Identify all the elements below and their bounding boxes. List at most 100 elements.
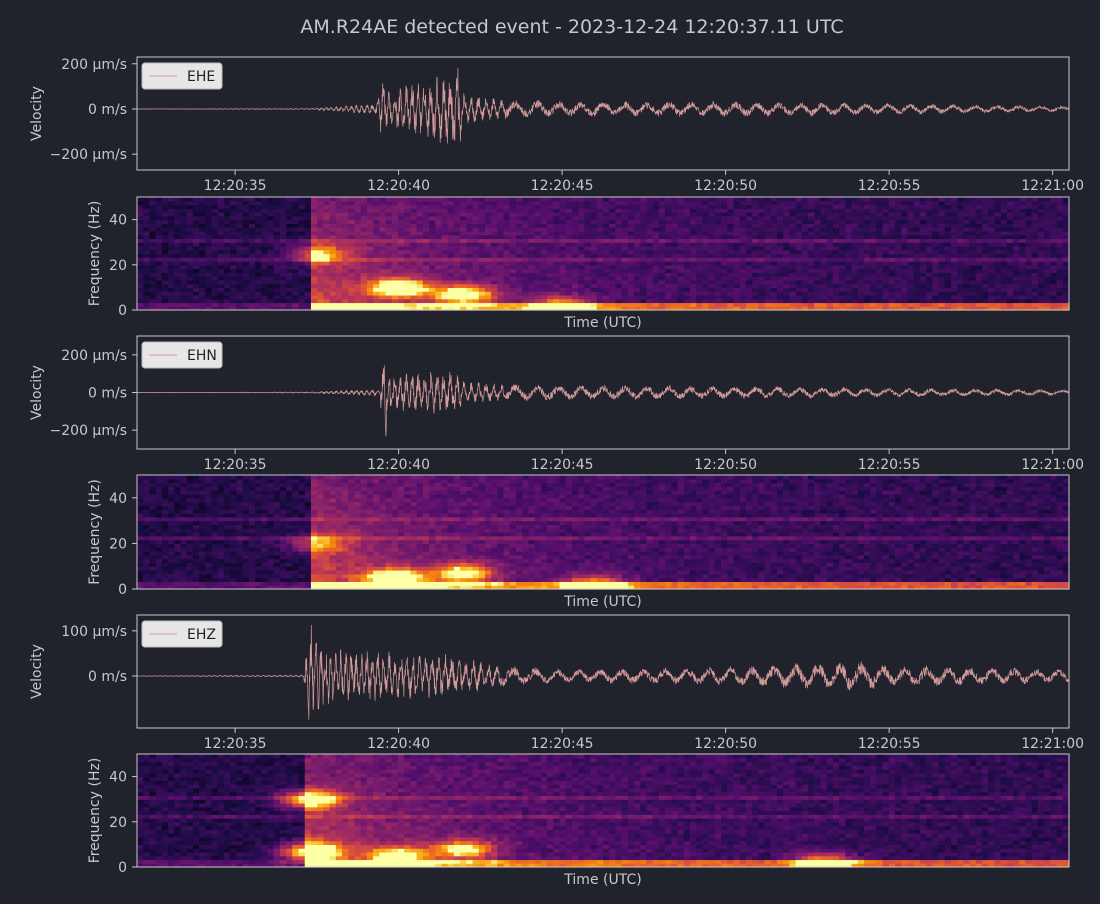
spectrogram-cell <box>578 220 585 224</box>
spectrogram-cell <box>348 201 355 205</box>
spectrogram-cell <box>553 242 560 246</box>
spectrogram-cell <box>765 212 772 216</box>
spectrogram-cell <box>292 235 299 239</box>
spectrogram-cell <box>883 287 890 291</box>
spectrogram-cell <box>789 208 796 212</box>
spectrogram-cell <box>386 276 393 280</box>
spectrogram-cell <box>1044 287 1051 291</box>
spectrogram-cell <box>292 272 299 276</box>
spectrogram-cell <box>560 250 567 254</box>
spectrogram-cell <box>746 287 753 291</box>
spectrogram-cell <box>354 216 361 220</box>
spectrogram-cell <box>1019 295 1026 299</box>
spectrogram-cell <box>572 212 579 216</box>
spectrogram-cell <box>988 272 995 276</box>
spectrogram-cell <box>771 265 778 269</box>
spectrogram-cell <box>528 257 535 261</box>
spectrogram-cell <box>777 212 784 216</box>
spectrogram-cell <box>932 254 939 258</box>
spectrogram-cell <box>684 220 691 224</box>
spectrogram-cell <box>640 231 647 235</box>
spectrogram-cell <box>746 261 753 265</box>
spectrogram-cell <box>945 280 952 284</box>
spectrogram-cell <box>299 238 306 242</box>
spectrogram-cell <box>783 235 790 239</box>
spectrogram-cell <box>180 295 187 299</box>
spectrogram-cell <box>597 250 604 254</box>
spectrogram-cell <box>1019 250 1026 254</box>
spectrogram-cell <box>205 479 212 483</box>
spectrogram-cell <box>497 287 504 291</box>
spectrogram-cell <box>833 287 840 291</box>
spectrogram-cell <box>373 250 380 254</box>
spectrogram-cell <box>963 208 970 212</box>
spectrogram-cell <box>274 250 281 254</box>
spectrogram-cell <box>926 250 933 254</box>
spectrogram-cell <box>709 261 716 265</box>
spectrogram-cell <box>162 513 169 517</box>
spectrogram-cell <box>752 227 759 231</box>
spectrogram-cell <box>758 269 765 273</box>
spectrogram-cell <box>149 242 156 246</box>
spectrogram-cell <box>199 494 206 498</box>
spectrogram-cell <box>783 220 790 224</box>
spectrogram-cell <box>267 257 274 261</box>
spectrogram-cell <box>758 272 765 276</box>
spectrogram-cell <box>957 235 964 239</box>
spectrogram-cell <box>417 238 424 242</box>
spectrogram-cell <box>218 528 225 532</box>
spectrogram-cell <box>510 276 517 280</box>
spectrogram-cell <box>709 201 716 205</box>
spectrogram-cell <box>883 254 890 258</box>
spectrogram-cell <box>901 216 908 220</box>
spectrogram-cell <box>957 291 964 295</box>
spectrogram-cell <box>361 216 368 220</box>
spectrogram-cell <box>193 223 200 227</box>
spectrogram-cell <box>218 509 225 513</box>
spectrogram-cell <box>1032 197 1039 201</box>
spectrogram-cell <box>758 257 765 261</box>
spectrogram-cell <box>777 227 784 231</box>
spectrogram-cell <box>827 257 834 261</box>
spectrogram-cell <box>156 555 163 559</box>
spectrogram-cell <box>671 250 678 254</box>
spectrogram-cell <box>765 291 772 295</box>
spectrogram-cell <box>833 261 840 265</box>
spectrogram-cell <box>460 242 467 246</box>
spectrogram-cell <box>1050 205 1057 209</box>
spectrogram-cell <box>243 238 250 242</box>
spectrogram-cell <box>386 265 393 269</box>
spectrogram-cell <box>392 227 399 231</box>
spectrogram-cell <box>491 302 498 306</box>
spectrogram-cell <box>373 295 380 299</box>
spectrogram-cell <box>789 287 796 291</box>
spectrogram-cell <box>715 291 722 295</box>
spectrogram-cell <box>274 197 281 201</box>
spectrogram-cell <box>460 227 467 231</box>
spectrogram-cell <box>1026 227 1033 231</box>
spectrogram-cell <box>1026 269 1033 273</box>
spectrogram-cell <box>187 483 194 487</box>
spectrogram-cell <box>802 269 809 273</box>
spectrogram-cell <box>156 220 163 224</box>
spectrogram-cell <box>386 205 393 209</box>
spectrogram-cell <box>659 235 666 239</box>
spectrogram-cell <box>1050 220 1057 224</box>
spectrogram-cell <box>665 280 672 284</box>
spectrogram-cell <box>528 246 535 250</box>
spectrogram-cell <box>485 299 492 303</box>
spectrogram-cell <box>653 257 660 261</box>
spectrogram-cell <box>180 509 187 513</box>
spectrogram-cell <box>168 208 175 212</box>
spectrogram-cell <box>187 524 194 528</box>
spectrogram-cell <box>765 238 772 242</box>
spectrogram-cell <box>845 220 852 224</box>
spectrogram-cell <box>466 291 473 295</box>
spectrogram-cell <box>839 235 846 239</box>
spectrogram-cell <box>137 302 144 306</box>
spectrogram-cell <box>311 238 318 242</box>
spectrogram-cell <box>547 284 554 288</box>
spectrogram-cell <box>336 284 343 288</box>
spectrogram-cell <box>932 223 939 227</box>
spectrogram-cell <box>839 242 846 246</box>
